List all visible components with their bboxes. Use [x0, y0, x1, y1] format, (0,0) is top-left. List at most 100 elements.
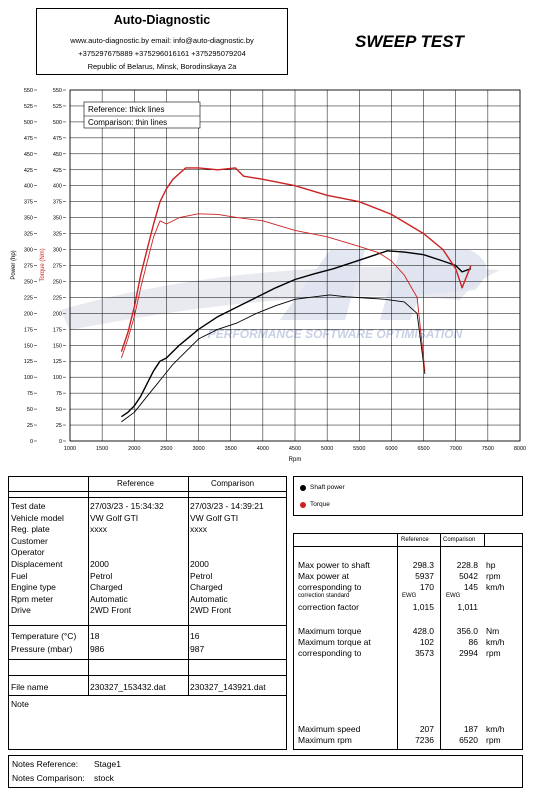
max-power-at-unit: rpm	[486, 571, 501, 581]
y-tick-label-torque: 250	[53, 279, 62, 285]
y-tick-label-power: 550	[24, 88, 33, 94]
ref-header: Reference	[117, 479, 154, 488]
vehicle-row-cmp: 27/03/23 - 14:39:21	[190, 501, 264, 511]
vehicle-row-ref: VW Golf GTI	[90, 512, 139, 523]
torque-corr-label: corresponding to	[298, 648, 362, 658]
correction-standard-ref: EWG	[402, 593, 417, 599]
x-tick-label: 6500	[417, 446, 429, 452]
series-line-reference-torque	[120, 167, 472, 352]
correction-factor-cmp: 1,011	[457, 602, 478, 612]
y-tick-label-torque: 175	[53, 327, 62, 333]
x-tick-label: 2500	[160, 446, 172, 452]
max-rpm-cmp: 6520	[459, 735, 478, 745]
vehicle-row-label: Displacement	[11, 559, 63, 569]
correction-factor-label: correction factor	[298, 602, 359, 612]
temperature-cmp: 16	[190, 631, 200, 641]
y-tick-label-torque: 475	[53, 136, 62, 142]
max-speed-unit: km/h	[486, 724, 505, 734]
series-line-comparison-torque	[120, 213, 426, 371]
y-tick-label-torque: 125	[53, 359, 62, 365]
vehicle-row-label: Drive	[11, 605, 31, 616]
y-tick-label-power: 525	[24, 104, 33, 110]
report-title: SWEEP TEST	[355, 32, 464, 51]
temperature-ref: 18	[90, 631, 100, 641]
contact-line: www.auto-diagnostic.by email: info@auto-…	[70, 36, 254, 45]
corresponding-ref: 170	[419, 582, 434, 592]
x-tick-label: 8000	[514, 446, 526, 452]
chart-legend-box	[83, 101, 201, 129]
x-tick-label: 3000	[192, 446, 204, 452]
torque-corr-ref: 3573	[415, 648, 434, 658]
y-tick-label-torque: 550	[53, 88, 62, 94]
correction-standard-label: correction standard	[298, 593, 350, 599]
max-torque-cmp: 356.0	[456, 626, 478, 636]
y-tick-label-torque: 525	[53, 104, 62, 110]
max-torque-at-cmp: 86	[468, 637, 478, 647]
x-tick-label: 5000	[321, 446, 333, 452]
max-torque-ref: 428.0	[412, 626, 434, 636]
max-power-at-ref: 5937	[415, 571, 434, 581]
max-power-label: Max power to shaft	[298, 560, 370, 570]
y-tick-label-torque: 100	[53, 375, 62, 381]
x-tick-label: 5500	[353, 446, 365, 452]
vehicle-row-label: Fuel	[11, 570, 28, 581]
address-line: Republic of Belarus, Minsk, Borodinskaya…	[87, 62, 237, 71]
x-tick-label: 7500	[482, 446, 494, 452]
shaft-power-dot-icon	[300, 485, 306, 491]
vehicle-row-label: Test date	[11, 501, 46, 511]
x-axis-label: Rpm	[289, 457, 302, 463]
chart-legend-entry: Comparison: thin lines	[88, 118, 167, 127]
watermark-text: PERFORMANCE SOFTWARE OPTIMISATION	[208, 327, 463, 341]
max-torque-at-unit: km/h	[486, 637, 505, 647]
max-power-cmp: 228.8	[456, 560, 478, 570]
y-tick-label-power: 25	[27, 423, 33, 429]
y-tick-label-power: 275	[24, 264, 33, 270]
company-header: Auto-Diagnostic www.auto-diagnostic.by e…	[36, 8, 288, 75]
file-label: File name	[11, 682, 49, 692]
y-tick-label-power: 200	[24, 311, 33, 317]
temperature-label: Temperature (°C)	[11, 631, 77, 641]
vehicle-row-cmp: Automatic	[190, 593, 228, 604]
vehicle-row-ref: Automatic	[90, 593, 128, 604]
max-power-ref: 298.3	[412, 560, 434, 570]
phone-line: +375297675889 +375296016161 +37529507920…	[78, 49, 246, 58]
y-tick-label-torque: 450	[53, 152, 62, 158]
file-ref: 230327_153432.dat	[90, 682, 166, 692]
file-cmp: 230327_143921.dat	[190, 682, 266, 692]
corresponding-label: corresponding to	[298, 582, 362, 592]
y-tick-label-power: 250	[24, 279, 33, 285]
y-tick-label-torque: 375	[53, 200, 62, 206]
y-tick-label-power: 325	[24, 232, 33, 238]
y-tick-label-torque: 225	[53, 295, 62, 301]
max-rpm-unit: rpm	[486, 735, 501, 745]
vehicle-row-cmp: 2000	[190, 559, 209, 569]
y-tick-label-torque: 75	[56, 391, 62, 397]
y-tick-label-power: 500	[24, 120, 33, 126]
note-label: Note	[11, 699, 29, 709]
vehicle-row-label: Customer	[11, 535, 48, 546]
corresponding-cmp: 145	[463, 582, 478, 592]
results-cmp-header: Comparison	[443, 537, 476, 543]
watermark-swoosh	[60, 266, 500, 330]
y-tick-label-power: 450	[24, 152, 33, 158]
y-tick-label-power: 375	[24, 200, 33, 206]
max-speed-ref: 207	[419, 724, 434, 734]
company-name: Auto-Diagnostic	[113, 13, 211, 27]
y-tick-label-power: 350	[24, 216, 33, 222]
max-speed-label: Maximum speed	[298, 724, 361, 734]
max-torque-unit: Nm	[486, 626, 500, 636]
watermark-logo	[280, 250, 487, 320]
plot-frame	[69, 89, 521, 442]
max-rpm-label: Maximum rpm	[298, 735, 352, 745]
y-axis-label-torque: Torque (Nm)	[40, 248, 46, 281]
y-tick-label-power: 225	[24, 295, 33, 301]
y-tick-label-power: 400	[24, 184, 33, 190]
y-tick-label-power: 475	[24, 136, 33, 142]
y-tick-label-power: 125	[24, 359, 33, 365]
vehicle-row-ref: Petrol	[90, 570, 113, 581]
y-tick-label-power: 150	[24, 343, 33, 349]
y-tick-label-power: 300	[24, 248, 33, 254]
torque-dot-icon	[300, 502, 306, 508]
x-tick-label: 4500	[289, 446, 301, 452]
vehicle-row-label: Engine type	[11, 582, 56, 593]
